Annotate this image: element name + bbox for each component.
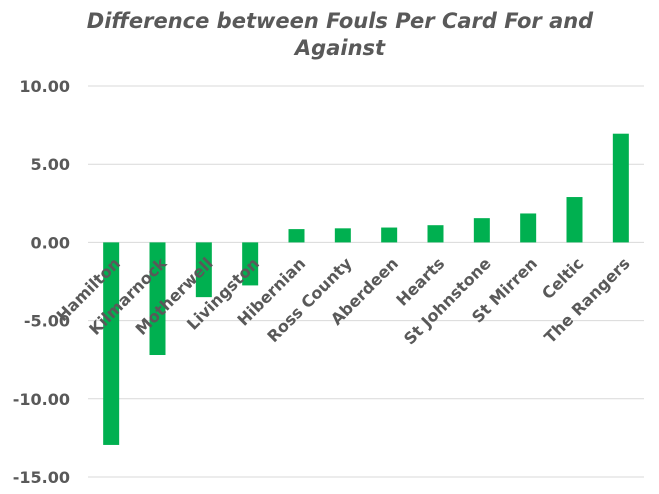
- bar-motherwell: [195, 242, 212, 298]
- bar-hamilton: [103, 242, 120, 445]
- y-tick-label: -10.00: [13, 390, 70, 409]
- bar-st-mirren: [520, 213, 537, 243]
- bar-st-johnstone: [473, 218, 490, 243]
- bar-kilmarnock: [149, 242, 166, 356]
- bar-the-rangers: [612, 133, 629, 243]
- bar-ross-county: [334, 228, 351, 243]
- y-tick-label: 5.00: [31, 155, 70, 174]
- bar-aberdeen: [381, 227, 398, 243]
- bar-hibernian: [288, 229, 305, 243]
- bar-livingston: [242, 242, 259, 286]
- y-tick-label: -5.00: [24, 312, 70, 331]
- bar-celtic: [566, 197, 583, 243]
- y-tick-label: -15.00: [13, 468, 70, 487]
- y-tick-label: 0.00: [31, 233, 70, 252]
- bar-hearts: [427, 225, 444, 243]
- chart-title: Difference between Fouls Per Card For an…: [86, 9, 594, 60]
- y-tick-label: 10.00: [19, 77, 70, 96]
- x-tick-label: The Rangers: [540, 254, 633, 347]
